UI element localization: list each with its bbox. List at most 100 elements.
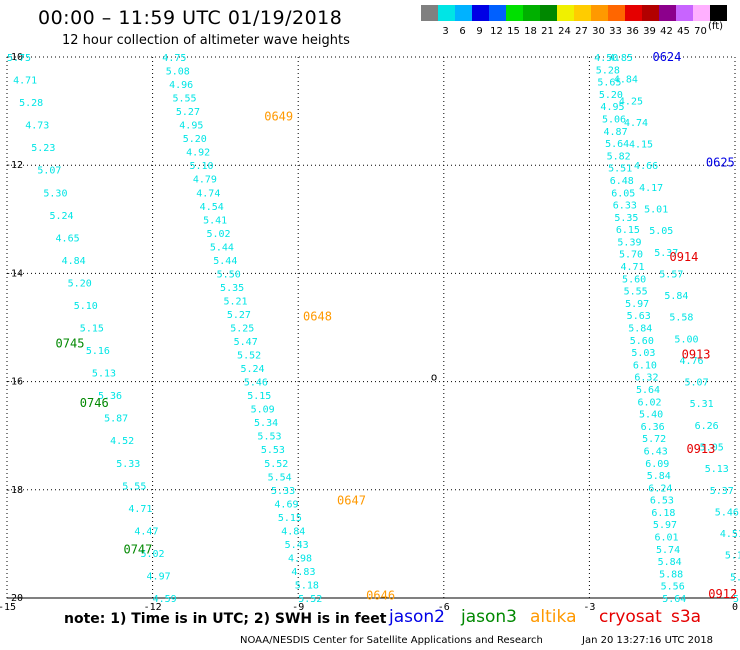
wave-height-value: 6.53 (650, 496, 674, 507)
wave-height-value: 5.55 (624, 287, 648, 298)
pass-label: 0647 (337, 494, 366, 508)
wave-height-value: 4.69 (274, 499, 298, 510)
origin-marker: o (431, 371, 438, 384)
wave-height-value: 4.83 (291, 567, 315, 578)
wave-height-value: 5.52 (264, 459, 288, 470)
wave-height-value: 5.51 (608, 164, 632, 175)
legend-label: 24 (558, 26, 571, 37)
wave-height-value: 5.05 (649, 226, 673, 237)
legend-label: 33 (609, 26, 622, 37)
wave-height-value: 5.15 (278, 513, 302, 524)
wave-height-value: 5.17 (730, 572, 740, 583)
pass-label: 0625 (706, 155, 735, 169)
wave-height-value: 5.00 (674, 334, 698, 345)
wave-height-value: 5.31 (690, 399, 714, 410)
legend-label: 39 (643, 26, 656, 37)
wave-height-value: 4.47 (134, 526, 158, 537)
legend-unit: (ft) (708, 21, 724, 32)
wave-height-value: 5.75 (7, 53, 31, 64)
wave-height-value: 5.52 (298, 594, 322, 605)
wave-height-value: 6.36 (641, 422, 665, 433)
legend-swatch (710, 5, 727, 21)
legend-swatch (421, 5, 438, 21)
wave-height-value: 5.35 (220, 283, 244, 294)
wave-height-value: 5.13 (705, 464, 729, 475)
legend-label: 18 (524, 26, 537, 37)
wave-height-value: 4.92 (186, 148, 210, 159)
wave-height-value: 5.01 (644, 204, 668, 215)
legend-swatch (438, 5, 455, 21)
pass-label: 0913 (682, 348, 711, 362)
wave-height-value: 5.82 (607, 151, 631, 162)
y-tick-label: -12 (5, 160, 23, 171)
pass-label: 0746 (80, 396, 109, 410)
wave-height-value: 5.16 (86, 346, 110, 357)
legend-label: 42 (660, 26, 673, 37)
timestamp: Jan 20 13:27:16 UTC 2018 (582, 635, 714, 646)
wave-height-value: 4.66 (634, 161, 658, 172)
legend-swatch (472, 5, 489, 21)
wave-height-value: 5.64 (662, 594, 686, 605)
legend-label: 9 (476, 26, 483, 37)
wave-height-value: 5.02 (140, 549, 164, 560)
wave-height-value: 6.26 (695, 421, 719, 432)
legend-sat-s3a: s3a (671, 607, 702, 627)
wave-height-value: 5.53 (261, 445, 285, 456)
wave-height-value: 5.27 (176, 107, 200, 118)
wave-height-value: 4.79 (193, 175, 217, 186)
wave-height-value: 4.95 (179, 121, 203, 132)
x-tick-label: -9 (292, 602, 304, 613)
wave-height-value: 5.27 (227, 310, 251, 321)
wave-height-value: 4.73 (25, 121, 49, 132)
wave-height-value: 5.84 (658, 557, 682, 568)
wave-height-value: 5.30 (43, 188, 67, 199)
wave-height-value: 5.25 (230, 324, 254, 335)
wave-height-value: 4.51 (720, 529, 740, 540)
map-title: 00:00 – 11:59 UTC 01/19/2018 (38, 7, 343, 29)
wave-height-value: 5.47 (234, 337, 258, 348)
legend-swatch (506, 5, 523, 21)
wave-height-value: 5.41 (203, 215, 227, 226)
legend-label: 12 (490, 26, 503, 37)
legend-label: 6 (459, 26, 466, 37)
wave-height-value: 5.37 (654, 248, 678, 259)
wave-height-value: 5.36 (98, 391, 122, 402)
x-tick-label: -6 (438, 602, 450, 613)
wave-height-value: 5.97 (653, 520, 677, 531)
wave-height-value: 5.23 (31, 143, 55, 154)
wave-height-value: 5.60 (630, 336, 654, 347)
wave-height-value: 4.74 (196, 188, 220, 199)
wave-height-value: 5.50 (217, 269, 241, 280)
wave-height-value: 5.64 (605, 139, 629, 150)
wave-height-value: 5.44 (210, 242, 234, 253)
wave-height-value: 5.20 (599, 90, 623, 101)
wave-height-value: 6.05 (611, 188, 635, 199)
wave-height-value: 5.03 (631, 348, 655, 359)
wave-height-value: 5.72 (642, 434, 666, 445)
wave-height-value: 5.37 (710, 486, 734, 497)
wave-height-value: 5.24 (49, 211, 73, 222)
wave-height-value: 6.24 (648, 483, 672, 494)
wave-height-value: 4.96 (169, 80, 193, 91)
wave-height-value: 5.84 (647, 471, 671, 482)
pass-label: 0913 (686, 442, 715, 456)
wave-height-value: 6.01 (654, 533, 678, 544)
wave-height-value: 4.50 (594, 53, 618, 64)
legend-sat-altika: altika (530, 607, 577, 627)
wave-height-value: 6.10 (633, 360, 657, 371)
y-tick-label: -10 (5, 52, 23, 63)
wave-height-value: 5.46 (244, 378, 268, 389)
wave-height-value: 4.97 (147, 571, 171, 582)
wave-height-value: 5.07 (37, 166, 61, 177)
wave-height-value: 5.55 (172, 94, 196, 105)
wave-height-value: 5.55 (122, 481, 146, 492)
wave-height-value: 4.74 (624, 118, 648, 129)
wave-height-value: 5.64 (636, 385, 660, 396)
wave-height-value: 5.60 (622, 274, 646, 285)
pass-label: 0646 (366, 588, 395, 602)
wave-height-value: 5.58 (669, 313, 693, 324)
legend-swatch (540, 5, 557, 21)
wave-height-value: 5.21 (223, 296, 247, 307)
wave-height-value: 4.15 (629, 140, 653, 151)
